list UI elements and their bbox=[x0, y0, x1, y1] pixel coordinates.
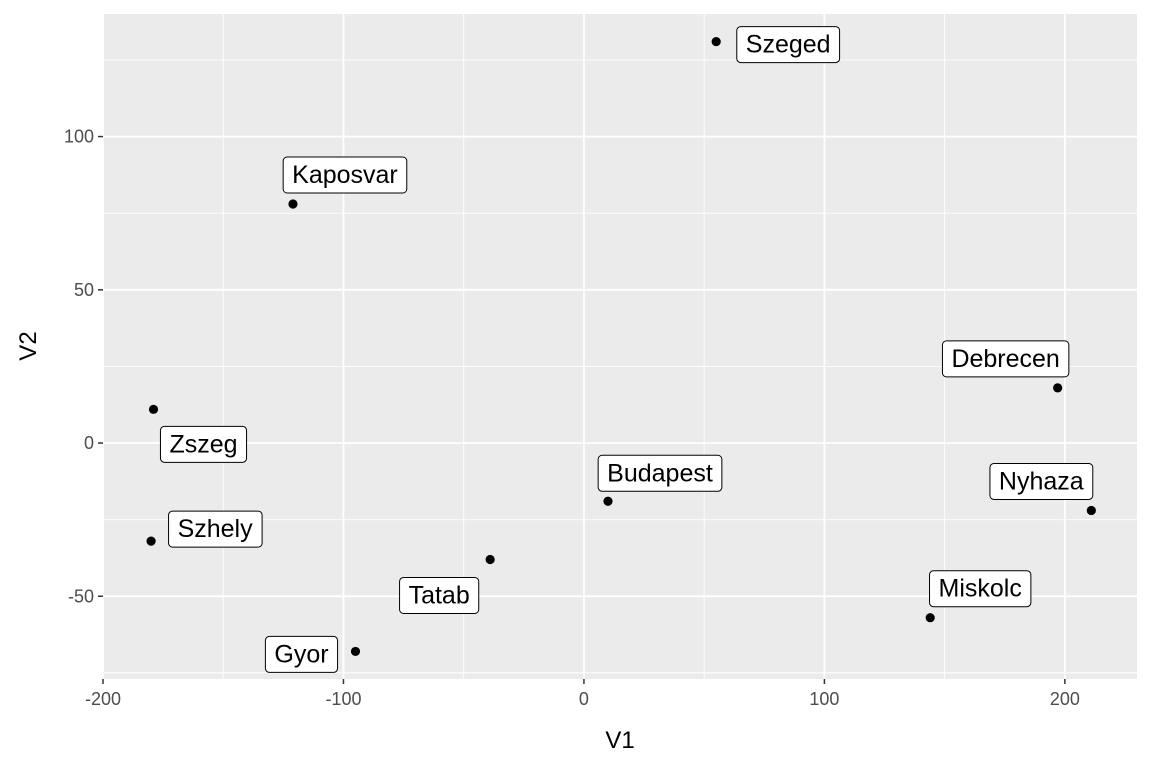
data-point bbox=[925, 613, 935, 623]
y-axis-ticks: -50 0 50 100 bbox=[64, 127, 103, 606]
x-tick-label: -200 bbox=[85, 689, 121, 709]
y-tick-label: 0 bbox=[84, 433, 94, 453]
point-label-box bbox=[168, 510, 263, 548]
point-label-tatab: Tatab bbox=[399, 576, 480, 614]
x-axis-ticks: -200 -100 0 100 200 bbox=[85, 679, 1080, 709]
y-axis-title: V2 bbox=[15, 331, 42, 360]
point-label-kaposvar: Kaposvar bbox=[282, 156, 408, 194]
point-label-text: Nyhaza bbox=[999, 467, 1084, 495]
point-label-box bbox=[399, 576, 480, 614]
point-label-debrecen: Debrecen bbox=[941, 340, 1070, 378]
point-label-text: Szhely bbox=[178, 515, 254, 543]
point-label-szeged: Szeged bbox=[736, 26, 841, 64]
data-point bbox=[603, 496, 613, 506]
point-labels: Szeged Kaposvar Debrecen Zszeg Budapest Nyhaz… bbox=[159, 26, 1094, 673]
data-point bbox=[350, 646, 361, 657]
y-tick-label: 100 bbox=[64, 127, 94, 147]
y-tick-label: -50 bbox=[68, 586, 94, 606]
point-label-text: Szeged bbox=[746, 31, 831, 59]
point-label-zszeg: Zszeg bbox=[159, 425, 248, 463]
point-label-text: Budapest bbox=[607, 459, 713, 487]
point-label-gyor: Gyor bbox=[264, 635, 339, 673]
point-label-box bbox=[736, 26, 841, 64]
data-point bbox=[1086, 505, 1096, 516]
point-label-box bbox=[282, 156, 408, 194]
data-point bbox=[1053, 383, 1063, 393]
point-label-box bbox=[941, 340, 1070, 378]
x-tick-label: -100 bbox=[325, 689, 361, 709]
point-label-nyhaza: Nyhaza bbox=[989, 462, 1094, 500]
point-label-szhely: Szhely bbox=[168, 510, 263, 548]
data-point bbox=[711, 36, 721, 47]
point-label-box bbox=[929, 570, 1032, 608]
point-label-text: Tatab bbox=[409, 581, 470, 609]
point-label-text: Gyor bbox=[274, 640, 328, 668]
point-label-text: Miskolc bbox=[939, 575, 1022, 603]
point-label-text: Zszeg bbox=[169, 430, 237, 458]
data-points bbox=[146, 36, 1096, 657]
point-label-box bbox=[264, 635, 339, 673]
x-tick-label: 200 bbox=[1050, 689, 1080, 709]
point-label-box bbox=[597, 454, 723, 492]
point-label-box bbox=[159, 425, 248, 463]
point-label-box bbox=[989, 462, 1094, 500]
data-point bbox=[288, 199, 298, 209]
point-label-text: Debrecen bbox=[951, 345, 1059, 373]
y-tick-label: 50 bbox=[74, 280, 94, 300]
point-label-text: Kaposvar bbox=[292, 161, 398, 189]
point-label-budapest: Budapest bbox=[597, 454, 723, 492]
x-axis-title: V1 bbox=[605, 727, 634, 754]
x-tick-label: 0 bbox=[579, 689, 589, 709]
data-point bbox=[146, 536, 156, 546]
data-point bbox=[485, 554, 495, 565]
data-point bbox=[148, 404, 159, 414]
x-tick-label: 100 bbox=[809, 689, 839, 709]
point-label-miskolc: Miskolc bbox=[929, 570, 1032, 608]
